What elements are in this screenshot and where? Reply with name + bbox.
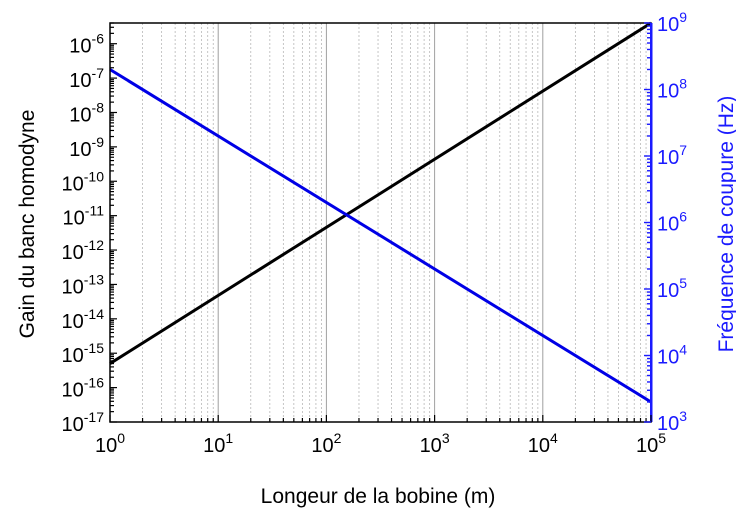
y-right-tick-label: 107 <box>657 142 687 169</box>
grid-lines <box>142 23 647 422</box>
right-axis-line <box>650 23 653 422</box>
y-left-tick-label: 10-16 <box>62 375 105 402</box>
y-left-tick-label: 10-13 <box>62 271 105 298</box>
x-axis-title: Longeur de la bobine (m) <box>261 485 496 508</box>
x-tick-label: 102 <box>311 430 341 457</box>
y-left-tick-label: 10-14 <box>62 306 105 333</box>
x-tick-label: 101 <box>203 430 233 457</box>
x-tick-label: 103 <box>420 430 450 457</box>
y-right-tick-label: 108 <box>657 76 687 103</box>
y-left-tick-label: 10-11 <box>63 203 105 230</box>
y-right-tick-label: 109 <box>657 9 687 36</box>
y-left-tick-label: 10-7 <box>69 65 104 92</box>
plot-frame <box>109 22 652 423</box>
x-tick-label: 104 <box>528 430 558 457</box>
y-right-tick-label: 104 <box>657 342 687 369</box>
y-left-tick-label: 10-8 <box>69 99 104 126</box>
y-left-tick-label: 10-15 <box>62 340 105 367</box>
axis-ticks <box>109 22 652 423</box>
y-right-tick-label: 103 <box>657 408 687 435</box>
x-tick-label: 100 <box>95 430 125 457</box>
y-left-tick-label: 10-10 <box>62 168 105 195</box>
y-right-axis-title: Fréquence de coupure (Hz) <box>715 96 736 353</box>
y-left-tick-label: 10-6 <box>69 31 104 58</box>
series-line-frequency <box>109 68 652 404</box>
x-tick-label: 105 <box>636 430 666 457</box>
series-line-gain <box>109 21 652 365</box>
tick-labels: 100 101 102 103 104 105 10-17 10-16 10-15 10-14 10… <box>62 9 688 457</box>
y-left-tick-label: 10-12 <box>62 237 105 264</box>
y-left-tick-label: 10-17 <box>62 409 105 436</box>
y-left-tick-label: 10-9 <box>69 134 104 161</box>
y-left-axis-title: Gain du banc homodyne <box>16 110 39 339</box>
y-right-tick-label: 106 <box>657 209 687 236</box>
series-lines <box>109 21 652 404</box>
y-right-tick-label: 105 <box>657 275 687 302</box>
